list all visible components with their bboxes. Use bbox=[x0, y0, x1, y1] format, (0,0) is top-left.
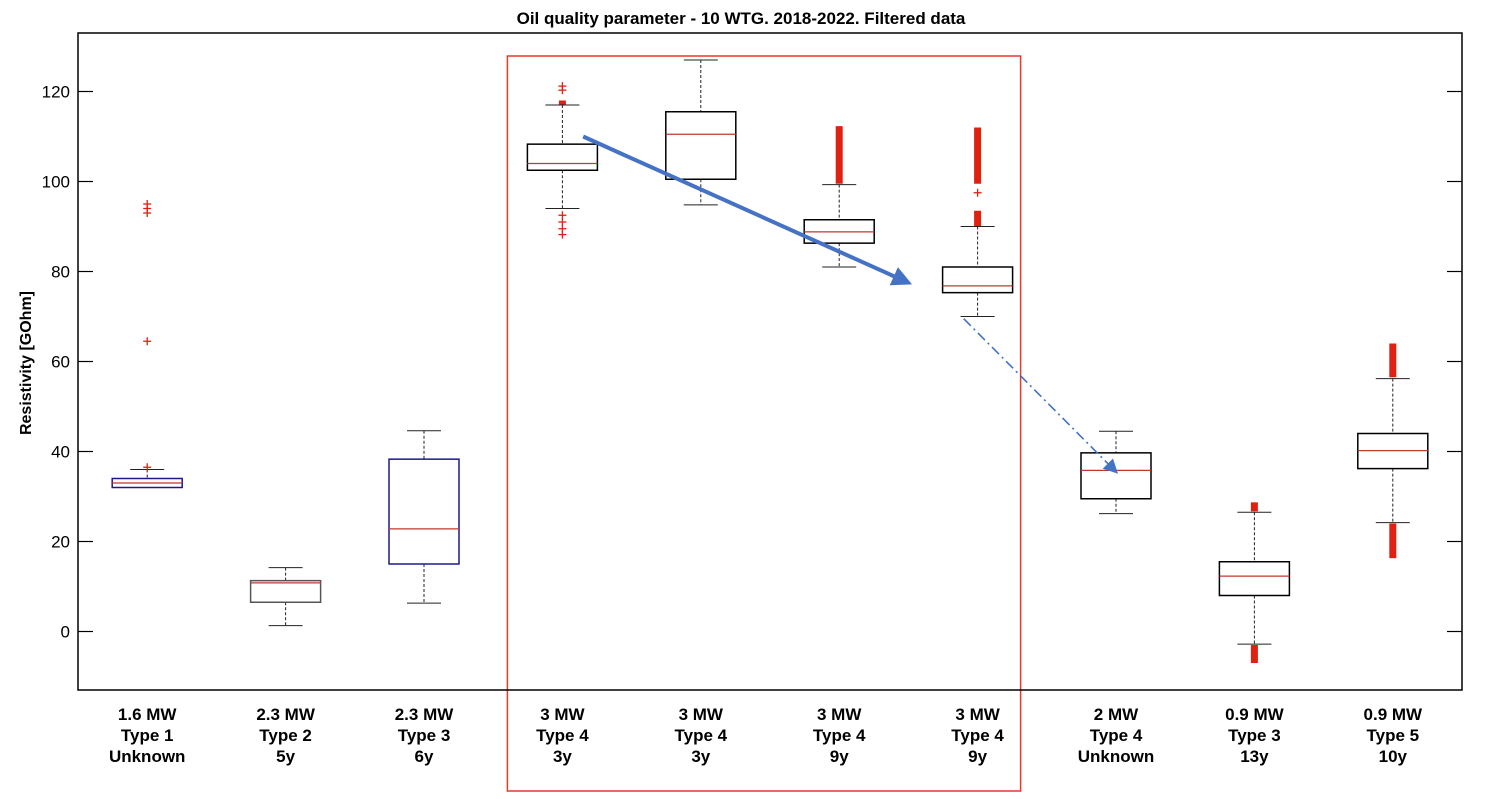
box-iqr bbox=[1080, 452, 1152, 500]
box-iqr bbox=[941, 266, 1014, 294]
category-labels: 1.6 MW Type 1 Unknown 2.3 MW Type 2 5y 2.3 MW T… bbox=[109, 705, 1423, 766]
category-label: Type 4 bbox=[951, 726, 1004, 745]
box-iqr bbox=[665, 111, 737, 180]
trend-arrow-dashdot bbox=[963, 318, 1119, 474]
category-label: 3 MW bbox=[817, 705, 862, 724]
outlier-cluster bbox=[1389, 343, 1397, 378]
outlier-cluster bbox=[974, 210, 982, 227]
box-group bbox=[388, 430, 460, 604]
category-label: 3y bbox=[553, 747, 572, 766]
category-label: 13y bbox=[1240, 747, 1269, 766]
box-group bbox=[249, 567, 322, 627]
category-label: 2.3 MW bbox=[256, 705, 316, 724]
box-group bbox=[526, 82, 599, 239]
axes: 0 20 40 60 80 100 120 bbox=[42, 32, 1463, 691]
category-label: 0.9 MW bbox=[1364, 705, 1424, 724]
category-label: Type 3 bbox=[398, 726, 451, 745]
trend-arrow-solid bbox=[582, 134, 913, 286]
outlier-cluster bbox=[558, 100, 566, 105]
category-label: Type 5 bbox=[1367, 726, 1420, 745]
y-tick-label: 80 bbox=[51, 263, 70, 282]
category-label: Type 3 bbox=[1228, 726, 1281, 745]
highlight-region bbox=[506, 55, 1022, 792]
category-label: 6y bbox=[415, 747, 434, 766]
box-group bbox=[941, 127, 1014, 317]
category-label: 9y bbox=[830, 747, 849, 766]
box-iqr bbox=[526, 143, 599, 171]
category-label: 3 MW bbox=[540, 705, 585, 724]
category-label: 3y bbox=[691, 747, 710, 766]
box-group bbox=[803, 126, 875, 268]
y-tick-label: 120 bbox=[42, 83, 70, 102]
outlier-cluster bbox=[1250, 502, 1258, 512]
box-group bbox=[665, 59, 737, 206]
highlight-box bbox=[506, 55, 1022, 792]
chart-title: Oil quality parameter - 10 WTG. 2018-202… bbox=[517, 9, 966, 28]
category-label: 9y bbox=[968, 747, 987, 766]
category-label: 0.9 MW bbox=[1225, 705, 1285, 724]
category-label: 1.6 MW bbox=[118, 705, 178, 724]
y-tick-label: 60 bbox=[51, 353, 70, 372]
outlier-cluster bbox=[835, 126, 843, 184]
plot-area bbox=[111, 59, 1429, 663]
category-label: 3 MW bbox=[679, 705, 724, 724]
y-tick-label: 20 bbox=[51, 533, 70, 552]
category-label: 5y bbox=[276, 747, 295, 766]
outlier-cluster bbox=[974, 127, 982, 184]
category-label: Unknown bbox=[1078, 747, 1155, 766]
box-iqr bbox=[1218, 561, 1291, 597]
category-label: 10y bbox=[1379, 747, 1408, 766]
box-iqr bbox=[388, 458, 460, 565]
category-label: 2 MW bbox=[1094, 705, 1139, 724]
category-label: Type 4 bbox=[813, 726, 866, 745]
y-axis-label: Resistivity [GOhm] bbox=[18, 291, 35, 435]
outlier-cluster bbox=[1389, 523, 1397, 559]
box-group bbox=[1218, 502, 1291, 663]
box-group bbox=[1357, 343, 1429, 559]
trend-arrows bbox=[582, 134, 1119, 474]
y-tick-label: 40 bbox=[51, 443, 70, 462]
category-label: Type 4 bbox=[536, 726, 589, 745]
outlier-cluster bbox=[1250, 645, 1258, 663]
y-tick-label: 100 bbox=[42, 173, 70, 192]
category-label: Unknown bbox=[109, 747, 186, 766]
category-label: Type 1 bbox=[121, 726, 174, 745]
box-group bbox=[1080, 430, 1152, 515]
box-iqr bbox=[249, 579, 322, 604]
category-label: Type 4 bbox=[1090, 726, 1143, 745]
category-label: 3 MW bbox=[955, 705, 1000, 724]
category-label: 2.3 MW bbox=[395, 705, 455, 724]
box-group bbox=[111, 200, 183, 489]
y-tick-label: 0 bbox=[61, 623, 70, 642]
category-label: Type 4 bbox=[675, 726, 728, 745]
category-label: Type 2 bbox=[259, 726, 312, 745]
